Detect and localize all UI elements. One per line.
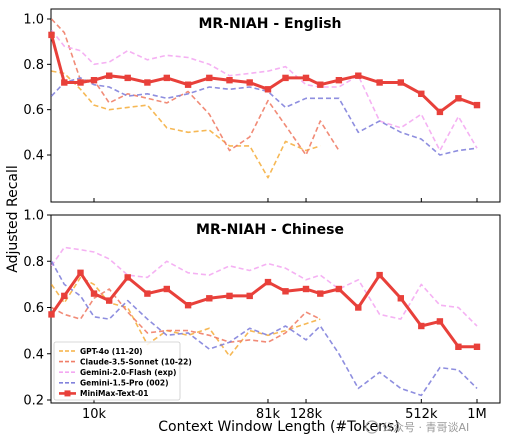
- chinese-series-4-point-1: [61, 292, 68, 300]
- legend-label-2: Gemini-2.0-Flash (exp): [80, 368, 176, 377]
- chinese-xtick-layer: 10k 81k 128k 512k 1M: [82, 399, 487, 422]
- chinese-series-3-line: [50, 260, 478, 397]
- chinese-series-4-point-22: [455, 343, 462, 350]
- english-series-1-line: [50, 18, 340, 156]
- english-series-4-point-4: [106, 72, 113, 79]
- chinese-xtick-label-0: 10k: [82, 407, 107, 422]
- chinese-ytick-layer: 0.2 0.4 0.6 0.8 1.0: [23, 209, 51, 409]
- english-series-4-point-8: [184, 81, 192, 88]
- chinese-series-4-point-21: [436, 318, 444, 325]
- chinese-series-4-point-7: [163, 285, 170, 293]
- chinese-series-4-point-18: [376, 271, 383, 279]
- chinese-series-4-point-3: [90, 290, 98, 297]
- english-series-4-point-2: [77, 79, 84, 86]
- chinese-series-4-point-11: [246, 292, 253, 300]
- english-series-4-point-12: [264, 86, 272, 93]
- english-series-2-line: [50, 29, 478, 152]
- english-series-4-point-15: [317, 81, 324, 88]
- chinese-panel: MR-NIAH - Chinese 10k 81k 128k 512k 1M 0.20.…: [23, 209, 501, 422]
- figure-ylabel: Adjusted Recall: [5, 165, 21, 272]
- chinese-series-4-point-13: [282, 288, 289, 295]
- chinese-xtick-label-2: 128k: [290, 407, 323, 422]
- english-panel-title: MR-NIAH - English: [198, 16, 341, 32]
- english-xtick-layer: [93, 198, 478, 202]
- chinese-series-2-line: [50, 246, 478, 327]
- english-series-4-point-1: [61, 79, 68, 86]
- legend-label-4: MiniMax-Text-01: [80, 389, 149, 398]
- chinese-series-4-point-19: [397, 295, 404, 302]
- english-series-4-point-21: [436, 108, 444, 116]
- english-ytick-label-2: 0.8: [23, 58, 44, 73]
- english-series-4-point-16: [335, 77, 343, 84]
- chinese-series-4-point-4: [106, 297, 113, 304]
- english-ytick-label-0: 0.4: [23, 149, 44, 164]
- chinese-xtick-label-3: 512k: [405, 407, 438, 422]
- chinese-series-4-point-15: [317, 290, 324, 297]
- chinese-series-4-point-10: [226, 292, 233, 300]
- chinese-series-4-point-17: [355, 304, 362, 311]
- chinese-ytick-label-0: 0.2: [23, 394, 44, 409]
- chinese-series-4-point-8: [184, 302, 192, 309]
- english-series-4-point-7: [163, 74, 170, 82]
- chinese-ytick-label-3: 0.8: [23, 255, 44, 270]
- english-series-4-point-13: [282, 74, 289, 82]
- english-series-4-point-22: [455, 95, 462, 102]
- english-ytick-label-3: 1.0: [23, 13, 44, 28]
- english-panel: MR-NIAH - English 0.4 0.6 0.8 1.0: [23, 8, 501, 203]
- english-ytick-label-1: 0.6: [23, 103, 44, 118]
- chinese-xtick-label-1: 81k: [256, 407, 281, 422]
- chinese-ytick-label-4: 1.0: [23, 209, 44, 224]
- chinese-ytick-label-1: 0.4: [23, 347, 44, 362]
- legend-label-3: Gemini-1.5-Pro (002): [80, 379, 169, 388]
- english-series-4-point-11: [246, 79, 253, 86]
- chinese-series-4-point-6: [144, 290, 151, 297]
- chinese-panel-title: MR-NIAH - Chinese: [196, 222, 344, 238]
- english-series-4-point-18: [376, 79, 383, 86]
- legend-box: [53, 341, 181, 401]
- chinese-series-4-point-16: [335, 285, 343, 293]
- figure-xlabel: Context Window Length (#Tokens): [158, 419, 399, 435]
- chinese-series-4-point-2: [77, 269, 84, 276]
- chinese-series-4-point-9: [206, 295, 213, 302]
- english-plot-frame: [50, 8, 501, 203]
- chinese-series-4-point-23: [473, 343, 481, 350]
- watermark-icon: [365, 420, 379, 434]
- chinese-series-4-point-5: [124, 274, 131, 281]
- legend-marker-4: [64, 390, 71, 397]
- chinese-series-layer: [48, 246, 481, 397]
- english-series-layer: [48, 18, 481, 179]
- chinese-series-4-point-14: [302, 285, 310, 293]
- chinese-series-4-line: [50, 271, 477, 349]
- english-series-4-point-9: [206, 74, 213, 82]
- legend-label-1: Claude-3.5-Sonnet (10-22): [80, 357, 192, 366]
- chinese-legend: GPT-4o (11-20)Claude-3.5-Sonnet (10-22) G…: [53, 341, 192, 401]
- chinese-xtick-label-4: 1M: [467, 407, 487, 422]
- english-series-4-point-23: [473, 101, 481, 109]
- english-ytick-layer: 0.4 0.6 0.8 1.0: [23, 13, 51, 164]
- english-series-4-point-17: [355, 72, 362, 79]
- english-series-4-point-19: [397, 79, 404, 86]
- english-series-4-point-0: [48, 31, 55, 39]
- chinese-series-4-point-0: [48, 311, 55, 318]
- english-series-4-point-5: [124, 74, 131, 82]
- watermark-text: 公众号 · 青哥谈AI: [382, 421, 469, 434]
- english-series-4-point-20: [418, 90, 425, 97]
- chinese-ytick-label-2: 0.6: [23, 301, 44, 316]
- english-series-4-point-14: [302, 74, 310, 82]
- chinese-series-1-line: [51, 288, 321, 344]
- legend-label-0: GPT-4o (11-20): [80, 347, 143, 356]
- chinese-series-4-point-20: [418, 322, 425, 330]
- chinese-series-4-point-12: [264, 278, 272, 286]
- english-series-3-line: [50, 77, 478, 156]
- english-series-4-point-10: [226, 77, 233, 84]
- english-series-4-point-6: [144, 79, 151, 86]
- chinese-plot-frame: [50, 214, 501, 404]
- watermark: 公众号 · 青哥谈AI: [365, 420, 469, 434]
- english-series-4-point-3: [90, 77, 98, 84]
